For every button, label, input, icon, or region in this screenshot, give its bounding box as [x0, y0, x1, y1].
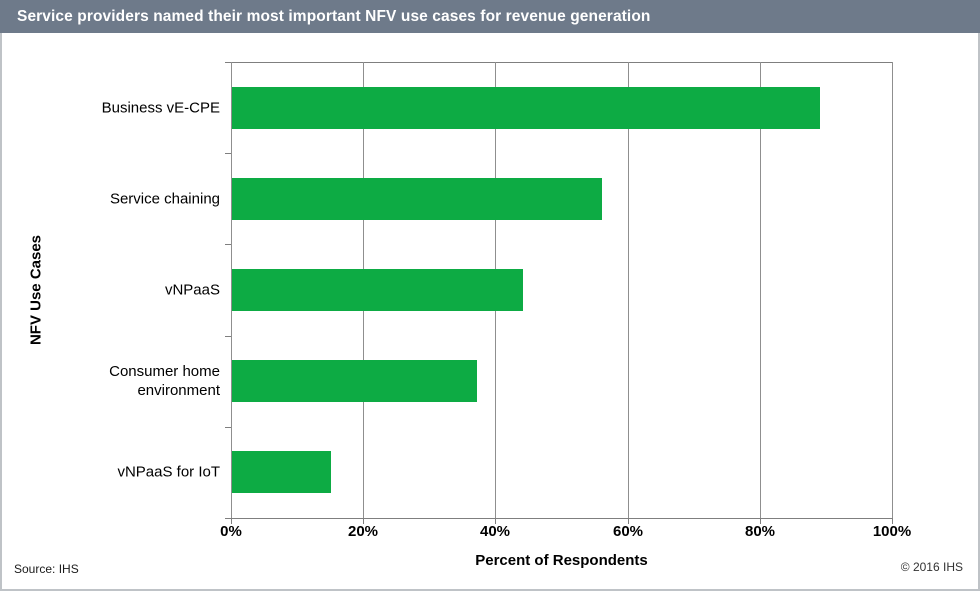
category-label-vnpaas: vNPaaS: [164, 281, 220, 299]
category-label-business-ve-cpe: Business vE-CPE: [101, 99, 220, 117]
x-tick-label-0: 0%: [220, 523, 242, 540]
y-tick-mark: [225, 427, 231, 428]
gridline-100: [892, 62, 893, 518]
bar-consumer-home-environment: [232, 360, 477, 402]
y-axis-title: NFV Use Cases: [27, 234, 45, 346]
x-tick-mark: [363, 518, 364, 524]
y-tick-mark: [225, 62, 231, 63]
copyright-note: © 2016 IHS: [900, 560, 963, 574]
category-label-service-chaining: Service chaining: [109, 190, 220, 208]
category-label-vnpaas-for-iot: vNPaaS for IoT: [117, 463, 220, 481]
gridline-0: [231, 62, 232, 518]
x-tick-mark: [231, 518, 232, 524]
x-axis-title: Percent of Respondents: [475, 552, 648, 569]
x-tick-label-20: 20%: [347, 523, 379, 540]
x-tick-mark: [892, 518, 893, 524]
x-tick-label-60: 60%: [612, 523, 644, 540]
y-tick-mark: [225, 153, 231, 154]
bar-business-ve-cpe: [232, 87, 820, 129]
gridline-60: [628, 62, 629, 518]
y-tick-mark: [225, 518, 231, 519]
x-axis-line: [230, 518, 892, 519]
x-tick-label-40: 40%: [479, 523, 511, 540]
gridline-80: [760, 62, 761, 518]
x-tick-mark: [628, 518, 629, 524]
plot-top-border: [231, 62, 892, 63]
bar-service-chaining: [232, 178, 602, 220]
bar-vnpaas-for-iot: [232, 451, 331, 493]
title-bar: Service providers named their most impor…: [0, 0, 980, 33]
source-note: Source: IHS: [14, 562, 79, 576]
y-tick-mark: [225, 336, 231, 337]
x-tick-mark: [495, 518, 496, 524]
y-tick-mark: [225, 244, 231, 245]
x-tick-mark: [760, 518, 761, 524]
bar-vnpaas: [232, 269, 523, 311]
x-tick-label-80: 80%: [744, 523, 776, 540]
category-label-consumer-home-environment: Consumer home environment: [109, 363, 220, 400]
x-tick-label-100: 100%: [872, 523, 912, 540]
chart-title: Service providers named their most impor…: [17, 7, 651, 25]
